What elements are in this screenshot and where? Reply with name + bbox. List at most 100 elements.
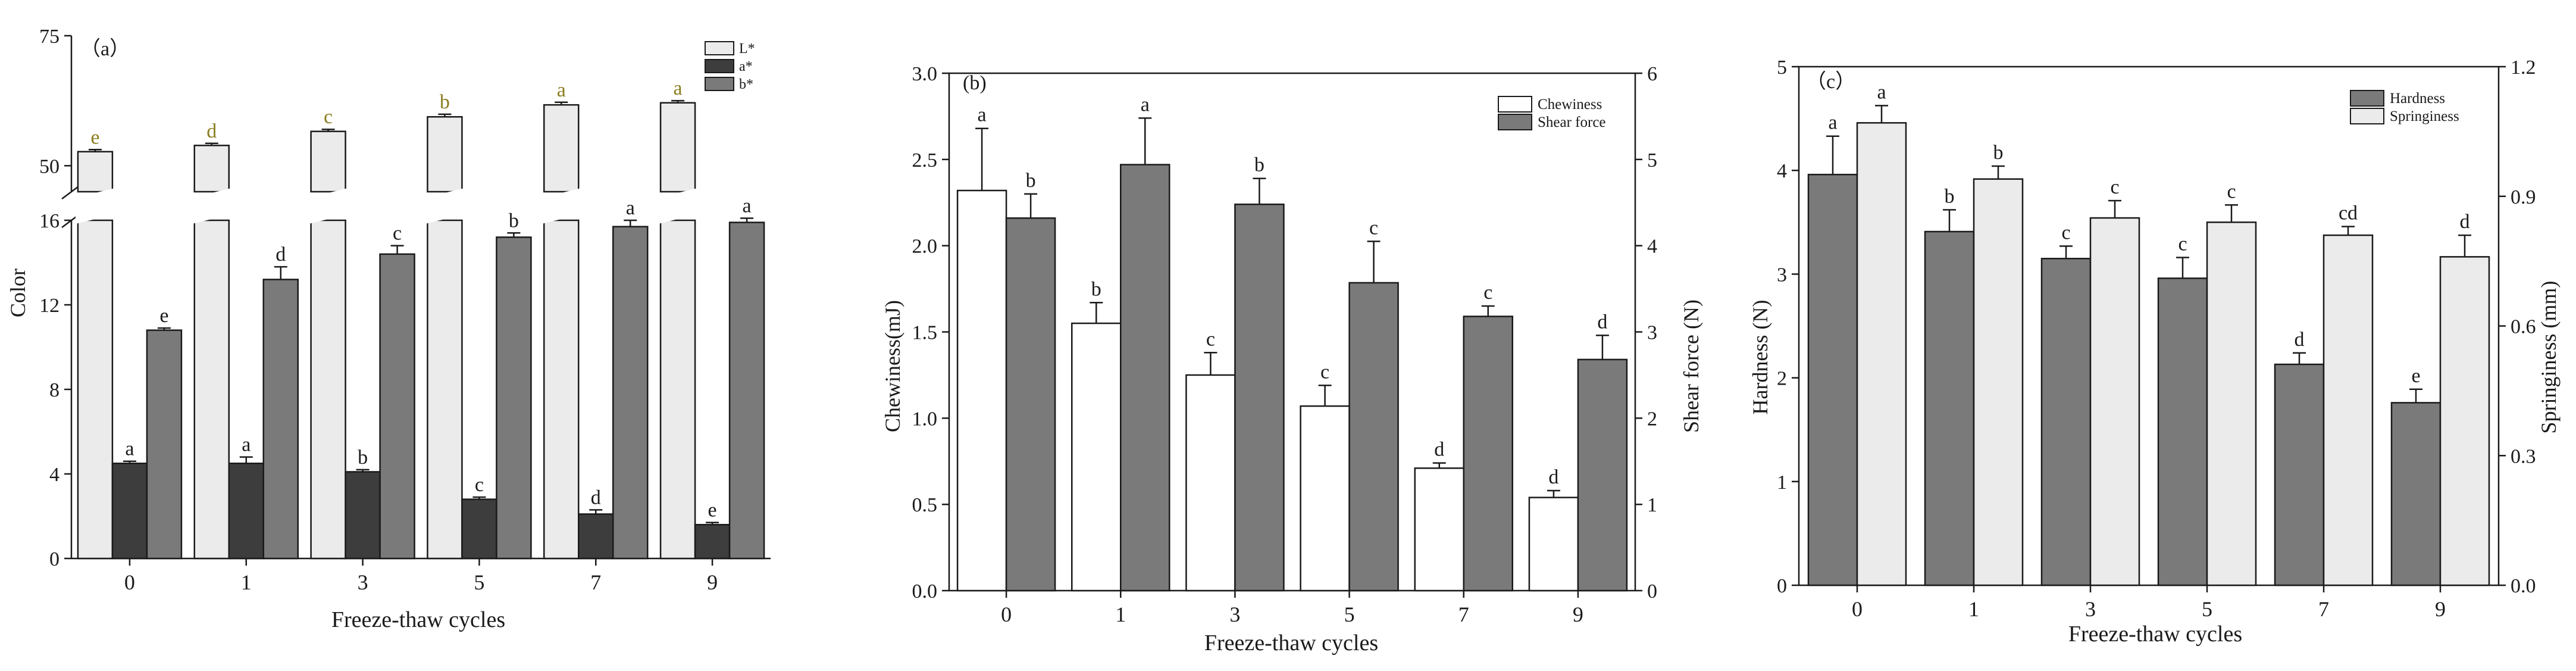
y-tick-label-c-4: 4 xyxy=(1777,160,1787,182)
legend-label-c-1: Springiness xyxy=(2390,108,2459,124)
bar-a-Lstar-7-lower xyxy=(543,219,580,560)
bar-b-chewiness-5 xyxy=(1300,405,1350,592)
bar-a-astar-0 xyxy=(111,463,148,560)
panel-c-label: （c） xyxy=(1806,70,1855,93)
bar-a-bstar-7 xyxy=(612,226,649,560)
errorbar-a-1-0 xyxy=(123,460,136,464)
x-tick-label-c-3: 5 xyxy=(2202,597,2212,621)
panel-a: （a） Color Freeze-thaw cycles 04812165075… xyxy=(6,26,771,632)
bar-a-bstar-0 xyxy=(146,329,183,560)
errorbar-a-1-3 xyxy=(472,496,486,500)
bar-a-Lstar-9-upper xyxy=(659,102,696,193)
y-tick-label-b-3.0: 3.0 xyxy=(912,63,938,85)
y-tick-label-b-2.5: 2.5 xyxy=(912,149,938,171)
y-tick-label-a-50: 50 xyxy=(39,155,60,177)
bar-a-Lstar-9-gap xyxy=(658,188,698,224)
letter-a-2-0: e xyxy=(159,305,168,327)
bar-b-shear-force-1 xyxy=(1120,164,1170,592)
errorbar-c-0-1 xyxy=(1943,209,1956,232)
legend-label-a-1: a* xyxy=(739,59,753,74)
x-tick-label-b-3: 5 xyxy=(1344,603,1355,626)
errorbar-a-1-4 xyxy=(589,509,603,514)
errorbar-a-0-3 xyxy=(438,113,452,117)
panel-b-y2label: Shear force (N) xyxy=(1679,299,1703,433)
y2-tick-label-b-1: 1 xyxy=(1647,494,1657,516)
letter-a-2-4: a xyxy=(626,197,635,219)
errorbar-b-1-3 xyxy=(1367,241,1381,283)
errorbar-c-0-4 xyxy=(2293,352,2306,364)
errorbar-c-0-2 xyxy=(2059,245,2073,259)
letter-a-0-0: e xyxy=(90,126,99,148)
bar-a-astar-9 xyxy=(694,523,731,560)
errorbar-a-1-2 xyxy=(356,469,370,472)
errorbar-b-1-1 xyxy=(1138,117,1152,165)
bar-b-shear-force-5 xyxy=(1348,282,1399,592)
x-tick-label-b-4: 7 xyxy=(1458,603,1469,626)
errorbar-b-0-3 xyxy=(1318,385,1332,407)
bar-c-hardness-9 xyxy=(2390,402,2442,586)
errorbar-b-0-0 xyxy=(975,127,989,191)
y2-tick-label-b-2: 2 xyxy=(1647,408,1657,430)
errorbar-b-1-2 xyxy=(1253,177,1266,205)
letter-b-1-2: b xyxy=(1254,154,1264,176)
errorbar-c-1-1 xyxy=(1992,165,2005,179)
letter-b-0-4: d xyxy=(1434,439,1444,461)
panel-b-label: (b) xyxy=(963,72,987,94)
x-tick-label-a-5: 9 xyxy=(707,570,718,594)
letter-b-1-3: c xyxy=(1369,217,1378,239)
x-tick-label-c-4: 7 xyxy=(2318,597,2329,621)
legend-label-a-0: L* xyxy=(739,41,755,57)
y-tick-label-a-12: 12 xyxy=(39,295,60,317)
letter-c-1-5: d xyxy=(2460,211,2470,233)
letter-c-0-5: e xyxy=(2411,365,2420,387)
x-tick-label-a-0: 0 xyxy=(124,570,135,594)
bar-b-chewiness-3 xyxy=(1185,374,1236,592)
panel-b-xlabel: Freeze-thaw cycles xyxy=(1204,631,1378,656)
legend-swatch-a-2 xyxy=(705,77,734,91)
y-tick-label-b-1.5: 1.5 xyxy=(912,322,938,344)
panel-c-y2label: Springiness (mm) xyxy=(2537,281,2561,434)
letter-a-2-1: d xyxy=(276,244,286,266)
x-tick-label-a-4: 7 xyxy=(590,570,601,594)
y2-tick-label-b-5: 5 xyxy=(1647,149,1657,171)
x-tick-label-c-2: 3 xyxy=(2085,597,2096,621)
y-tick-label-c-1: 1 xyxy=(1777,472,1787,494)
y-tick-label-c-3: 3 xyxy=(1777,264,1787,286)
y2-tick-label-c-0.0: 0.0 xyxy=(2511,575,2536,597)
bar-b-shear-force-3 xyxy=(1234,203,1285,592)
panel-c-xlabel: Freeze-thaw cycles xyxy=(2068,622,2242,647)
errorbar-c-1-3 xyxy=(2225,204,2238,223)
y-tick-label-a-75: 75 xyxy=(39,26,60,48)
errorbar-a-2-3 xyxy=(507,232,521,238)
x-tick-label-c-5: 9 xyxy=(2435,597,2446,621)
x-tick-label-b-1: 1 xyxy=(1115,603,1126,626)
bar-b-shear-force-9 xyxy=(1577,358,1628,592)
letter-a-1-0: a xyxy=(125,438,134,460)
errorbar-c-0-5 xyxy=(2409,388,2422,403)
errorbar-a-2-0 xyxy=(157,327,171,330)
legend-swatch-a-1 xyxy=(705,59,734,73)
letter-a-2-5: a xyxy=(743,195,752,217)
y-tick-label-a-16: 16 xyxy=(39,210,60,232)
legend-a: L* a* b* xyxy=(705,41,755,92)
bar-a-astar-7 xyxy=(578,513,614,560)
panel-a-ylabel: Color xyxy=(6,269,30,317)
legend-swatch-b-1 xyxy=(1498,114,1532,130)
bar-a-Lstar-3-lower xyxy=(310,219,346,560)
x-tick-label-c-0: 0 xyxy=(1852,597,1863,621)
letter-c-0-0: a xyxy=(1828,112,1837,134)
letter-c-0-1: b xyxy=(1945,185,1955,207)
x-tick-label-c-1: 1 xyxy=(1968,597,1979,621)
letter-b-0-0: a xyxy=(978,104,987,126)
letter-c-1-3: c xyxy=(2227,180,2236,202)
panel-c: （c） Hardness (N) Springiness (mm) Freeze… xyxy=(1748,57,2561,647)
y-tick-label-b-0.0: 0.0 xyxy=(912,581,938,603)
x-tick-label-a-3: 5 xyxy=(474,570,484,594)
y-tick-label-b-0.5: 0.5 xyxy=(912,494,938,516)
bar-b-shear-force-0 xyxy=(1005,217,1056,592)
errorbar-b-1-5 xyxy=(1595,335,1609,360)
errorbar-b-0-1 xyxy=(1090,302,1103,324)
bar-a-astar-1 xyxy=(228,463,264,560)
letter-b-1-1: a xyxy=(1141,93,1150,116)
